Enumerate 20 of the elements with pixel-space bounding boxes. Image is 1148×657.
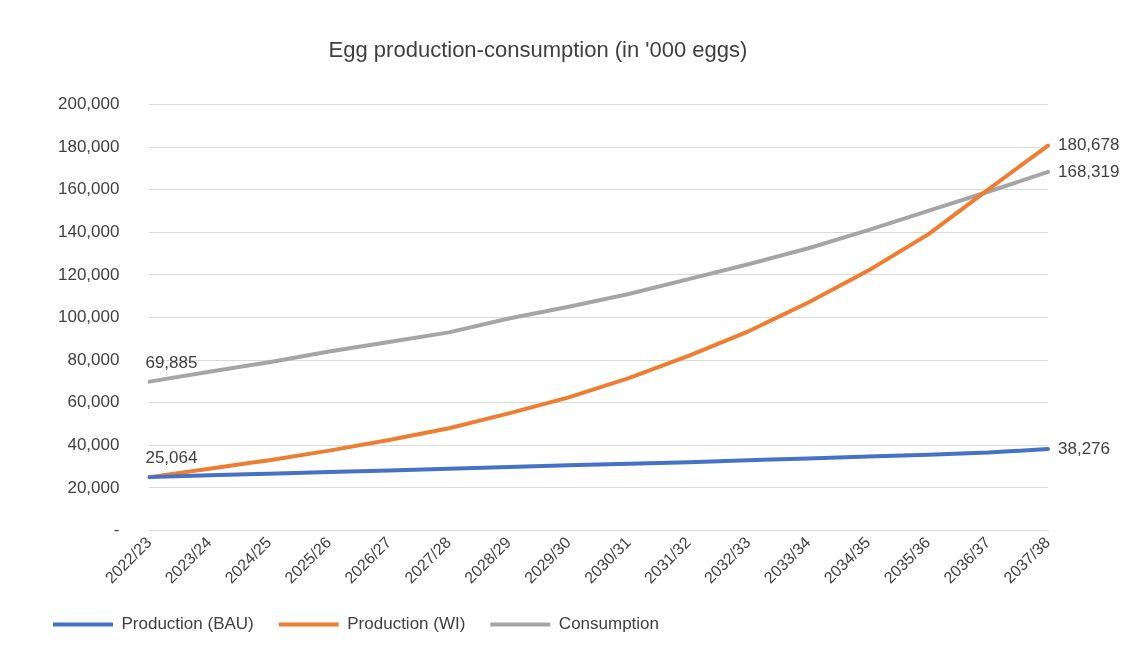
y-tick-label: - [113, 520, 120, 540]
data-label: 69,885 [145, 352, 198, 372]
legend-label: Consumption [558, 614, 660, 634]
y-tick-label: 160,000 [58, 179, 120, 199]
legend-label: Production (WI) [347, 614, 466, 634]
y-tick-label: 20,000 [67, 477, 120, 497]
chart-title: Egg production-consumption (in '000 eggs) [328, 37, 748, 63]
y-tick-label: 100,000 [58, 307, 120, 327]
legend-label: Production (BAU) [121, 614, 254, 634]
data-label: 25,064 [145, 448, 198, 468]
y-tick-label: 120,000 [58, 264, 120, 284]
y-tick-label: 140,000 [58, 221, 120, 241]
y-tick-label: 40,000 [67, 434, 120, 454]
y-tick-label: 60,000 [67, 392, 120, 412]
y-tick-label: 80,000 [67, 349, 120, 369]
y-tick-label: 200,000 [58, 94, 120, 114]
data-label: 38,276 [1058, 438, 1110, 458]
data-label: 180,678 [1058, 135, 1120, 155]
y-tick-label: 180,000 [58, 136, 120, 156]
data-label: 168,319 [1058, 161, 1120, 181]
